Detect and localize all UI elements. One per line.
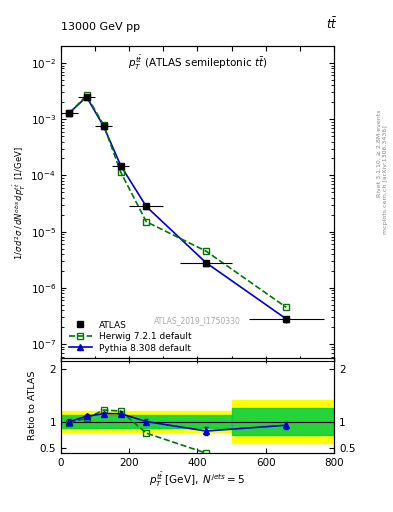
- Text: ATLAS_2019_I1750330: ATLAS_2019_I1750330: [154, 316, 241, 325]
- Y-axis label: $1/\sigma\,d^2\sigma\,/\,dN^{obs}\,dp^{t\bar{t}}_T\;\;[\mathrm{1/GeV}]$: $1/\sigma\,d^2\sigma\,/\,dN^{obs}\,dp^{t…: [11, 147, 28, 260]
- Legend: ATLAS, Herwig 7.2.1 default, Pythia 8.308 default: ATLAS, Herwig 7.2.1 default, Pythia 8.30…: [65, 317, 195, 356]
- Text: $p_T^{t\bar{t}}$ (ATLAS semileptonic $t\bar{t}$): $p_T^{t\bar{t}}$ (ATLAS semileptonic $t\…: [128, 54, 267, 72]
- Text: 13000 GeV pp: 13000 GeV pp: [61, 22, 140, 32]
- Y-axis label: Ratio to ATLAS: Ratio to ATLAS: [28, 371, 37, 440]
- X-axis label: $p^{t\bar{t}}_T\;\mathrm{[GeV]},\;N^{jets}=5$: $p^{t\bar{t}}_T\;\mathrm{[GeV]},\;N^{jet…: [149, 471, 246, 489]
- Text: mcplots.cern.ch [arXiv:1306.3436]: mcplots.cern.ch [arXiv:1306.3436]: [384, 125, 388, 233]
- Text: Rivet 3.1.10, ≥ 2.8M events: Rivet 3.1.10, ≥ 2.8M events: [377, 110, 382, 197]
- Text: $t\bar{t}$: $t\bar{t}$: [326, 16, 337, 32]
